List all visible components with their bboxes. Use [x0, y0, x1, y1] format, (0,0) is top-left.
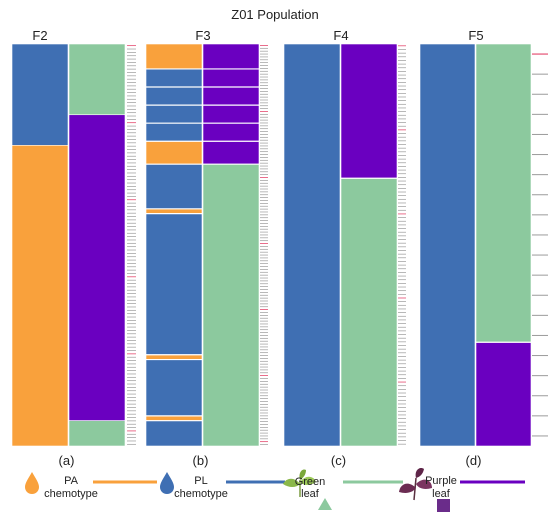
panel-f3-title: F3: [195, 28, 210, 43]
legend: PA chemotype PL chemotype Green leaf Pur…: [25, 468, 525, 512]
panel-f3-chemotype-segment: [145, 354, 203, 360]
panel-f3-chemotype-segment: [145, 43, 203, 70]
panel-f3-leaf-segment: [202, 104, 260, 124]
panel-f2-chemotype-segment: [11, 145, 69, 447]
panel-f3-chemotype-segment: [145, 359, 203, 417]
panel-f3-leaf-segment: [202, 86, 260, 106]
panel-f5-title: F5: [468, 28, 483, 43]
legend-purple-label: Purple: [425, 475, 457, 487]
panel-f4-title: F4: [333, 28, 348, 43]
legend-pa-sublabel: chemotype: [44, 488, 98, 500]
legend-pl-label: PL: [194, 475, 207, 487]
panel-f3-chemotype-segment: [145, 420, 203, 447]
legend-purple-sublabel: leaf: [432, 488, 451, 500]
panel-f3-leaf-segment: [202, 122, 260, 142]
figure-title: Z01 Population: [231, 7, 318, 22]
panel-f3-chemotype-segment: [145, 213, 203, 356]
panel-f3-leaf-segment: [202, 140, 260, 165]
panel-f3-leaf-segment: [202, 163, 260, 447]
legend-green-label: Green: [295, 476, 326, 488]
panel-f2-chemotype-segment: [11, 43, 69, 146]
panel-f2-leaf-segment: [68, 43, 126, 116]
panel-letter-d: (d): [466, 453, 482, 468]
panel-f3-chemotype-segment: [145, 122, 203, 142]
green-leaf-plant-icon: [283, 469, 316, 497]
panels-group: F2 (a) F3 (b) F4 (c) F5 (d): [11, 28, 548, 468]
panel-f3-chemotype-segment: [145, 86, 203, 106]
panel-f4-leaf-segment: [340, 177, 398, 447]
panel-f3-leaf-segment: [202, 68, 260, 88]
panel-letter-c: (c): [331, 453, 346, 468]
panel-letter-a: (a): [59, 453, 75, 468]
purple-leaf-plant-icon: [399, 468, 432, 501]
panel-f2-leaf-segment: [68, 114, 126, 421]
panel-f3-chemotype-segment: [145, 163, 203, 210]
legend-pl-sublabel: chemotype: [174, 488, 228, 500]
panel-f3-chemotype-segment: [145, 415, 203, 421]
legend-green-sublabel: leaf: [301, 488, 320, 500]
panel-f2-leaf-segment: [68, 420, 126, 447]
pa-drop-icon: [25, 472, 39, 494]
panel-f4-leaf-segment: [340, 43, 398, 179]
panel-f4-chemotype-segment: [283, 43, 341, 447]
panel-f2-title: F2: [32, 28, 47, 43]
panel-f3-chemotype-segment: [145, 104, 203, 124]
panel-f5-leaf-segment: [475, 341, 532, 447]
panel-f3-chemotype-segment: [145, 140, 203, 165]
panel-letter-b: (b): [193, 453, 209, 468]
purple-square-icon: [437, 499, 450, 512]
panel-f3-leaf-segment: [202, 43, 260, 70]
panel-f5-leaf-segment: [475, 43, 532, 343]
panel-f3-chemotype-segment: [145, 208, 203, 214]
green-triangle-icon: [318, 498, 332, 510]
pl-drop-icon: [160, 472, 174, 494]
panel-f5-chemotype-segment: [419, 43, 476, 447]
panel-f3-chemotype-segment: [145, 68, 203, 88]
legend-pa-label: PA: [64, 475, 79, 487]
